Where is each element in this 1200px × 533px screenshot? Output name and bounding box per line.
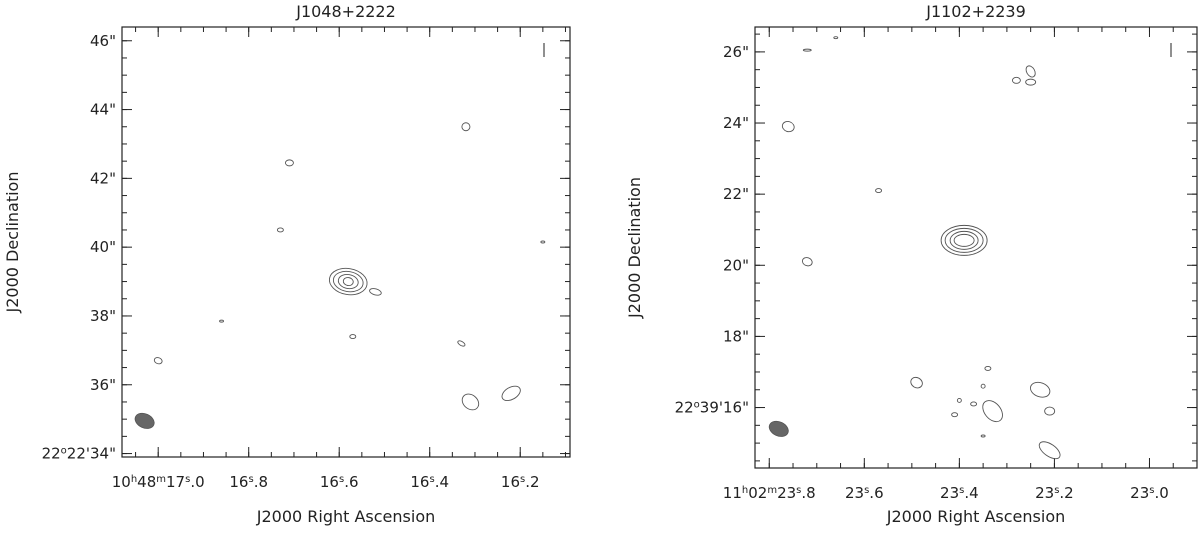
- contour-line: [1038, 441, 1061, 460]
- contour-line: [153, 357, 163, 365]
- y-axis-label: J2000 Declination: [625, 177, 644, 319]
- contour-line: [951, 412, 959, 418]
- contour-line: [982, 400, 1003, 423]
- contour-line: [953, 233, 975, 247]
- contour-line: [984, 365, 992, 371]
- y-tick-label: 46": [90, 32, 116, 50]
- plot-frame: [754, 26, 1198, 469]
- y-axis-label: J2000 Declination: [3, 172, 22, 314]
- contour-line: [980, 383, 986, 389]
- x-tick-label: 11h02m23s.8: [723, 484, 816, 502]
- chart-title: J1048+2222: [295, 2, 396, 21]
- contour-line: [910, 376, 923, 389]
- y-tick-label: 20": [723, 256, 749, 274]
- y-tick-label: 44": [90, 101, 116, 119]
- y-tick-label: 38": [90, 307, 116, 325]
- contour-line: [342, 277, 354, 287]
- x-tick-label: 16s.2: [501, 473, 540, 491]
- contour-line: [457, 340, 466, 347]
- beam-ellipse: [134, 412, 155, 429]
- y-tick-label: 22o39'16": [675, 399, 749, 417]
- x-axis-label: J2000 Right Ascension: [886, 507, 1066, 526]
- x-tick-label: 16s.4: [410, 473, 449, 491]
- contour-line: [284, 159, 294, 167]
- plot-frame: [121, 26, 571, 458]
- contour-line: [1030, 381, 1051, 398]
- x-axis-label: J2000 Right Ascension: [256, 507, 436, 526]
- contour-line: [781, 121, 795, 133]
- x-tick-label: 10h48m17s.0: [112, 473, 205, 491]
- x-tick-label: 16s.6: [320, 473, 359, 491]
- x-tick-label: 23s.6: [845, 484, 884, 502]
- y-tick-label: 26": [723, 43, 749, 61]
- contour-line: [219, 319, 225, 323]
- contour-line: [276, 227, 284, 233]
- contour-line: [940, 224, 988, 256]
- y-tick-label: 22": [723, 185, 749, 203]
- y-tick-label: 18": [723, 327, 749, 345]
- contour-line: [369, 288, 382, 296]
- contour-line: [328, 267, 368, 296]
- contour-line: [540, 240, 546, 244]
- x-tick-label: 23s.4: [940, 484, 979, 502]
- contour-line: [875, 188, 883, 194]
- contour-line: [1025, 65, 1036, 78]
- y-tick-label: 42": [90, 169, 116, 187]
- contour-line: [332, 270, 364, 293]
- beam-ellipse: [768, 420, 789, 437]
- contour-line: [956, 397, 962, 403]
- contour-line: [337, 274, 359, 290]
- y-tick-label: 40": [90, 238, 116, 256]
- contour-line: [349, 334, 357, 340]
- contour-line: [833, 36, 839, 40]
- y-tick-label: 22o22'34": [42, 445, 116, 463]
- contour-line: [980, 434, 986, 438]
- contour-line: [801, 257, 813, 267]
- contour-line: [1011, 76, 1021, 84]
- x-tick-label: 23s.0: [1130, 484, 1169, 502]
- chart-title: J1102+2239: [925, 2, 1026, 21]
- chart-panel-1: J1048+2222 10h48m17s.0 16s.8 16s.6 16s.4 16s.…: [3, 2, 571, 526]
- contour-line: [944, 227, 984, 253]
- contour-line: [461, 122, 471, 132]
- contour-line: [970, 401, 978, 407]
- contour-line: [461, 393, 480, 411]
- y-tick-label: 24": [723, 114, 749, 132]
- contour-line: [1025, 78, 1037, 86]
- contour-line: [949, 230, 979, 250]
- x-tick-label: 23s.2: [1035, 484, 1074, 502]
- contour-line: [1044, 406, 1056, 416]
- contour-line: [802, 48, 812, 52]
- x-tick-label: 16s.8: [229, 473, 268, 491]
- y-tick-label: 36": [90, 376, 116, 394]
- chart-panel-2: J1102+2239 11h02m23s.8 23s.6 23s.4 23s.2 23s.…: [625, 2, 1198, 526]
- contour-line: [501, 385, 521, 402]
